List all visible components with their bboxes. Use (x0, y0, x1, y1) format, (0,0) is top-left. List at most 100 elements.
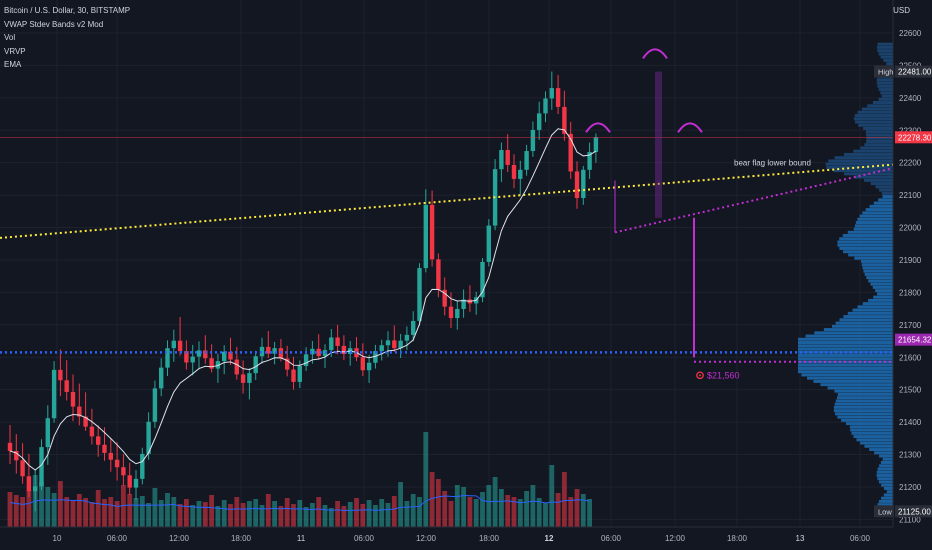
volume-bar (379, 499, 385, 527)
volume-bar (171, 497, 177, 527)
candle-body (64, 380, 69, 392)
profile-bar (798, 347, 893, 351)
volume-bar (410, 494, 416, 527)
candle-body (574, 171, 580, 199)
profile-bar (881, 191, 893, 195)
price-tick-label: 21600 (899, 353, 922, 362)
volume-bar (209, 495, 214, 527)
chart-grid (0, 0, 893, 527)
profile-bar (828, 159, 893, 163)
profile-bar (866, 139, 893, 143)
candle-body (398, 340, 403, 349)
chart-legend: Bitcoin / U.S. Dollar, 30, BITSTAMP VWAP… (4, 4, 130, 72)
profile-bar (834, 389, 893, 393)
profile-bar (866, 133, 893, 137)
volume-bar (240, 503, 246, 527)
legend-ema[interactable]: EMA (4, 60, 22, 69)
candle-body (562, 106, 567, 134)
volume-bar (297, 500, 303, 527)
volume-bar (259, 505, 265, 527)
candle-body (89, 426, 95, 437)
time-tick-label: 06:00 (601, 534, 622, 543)
profile-bar (877, 45, 893, 49)
profile-bar (877, 84, 893, 88)
profile-bar (814, 331, 893, 335)
legend-vol[interactable]: Vol (4, 33, 16, 42)
volume-bar (158, 500, 164, 527)
profile-bar (863, 269, 893, 273)
candle-body (448, 306, 454, 319)
volume-bar (505, 495, 511, 527)
time-tick-label: 12:00 (665, 534, 686, 543)
volume-bar (517, 499, 523, 527)
profile-bar (837, 240, 893, 244)
profile-bar (877, 49, 893, 53)
profile-bar (883, 493, 893, 497)
profile-bar (869, 204, 893, 208)
volume-bar (7, 492, 13, 527)
profile-bar (876, 473, 893, 477)
volume-bar (436, 479, 441, 527)
candle-body (385, 340, 391, 346)
low-tag-bg (874, 505, 894, 518)
candle-body (14, 450, 19, 461)
profile-bar (856, 438, 893, 442)
price-tick-label: 21500 (899, 386, 922, 395)
profile-bar (861, 263, 893, 267)
price-tick-label: 21800 (899, 288, 922, 297)
candle-body (26, 476, 32, 492)
legend-vrvp[interactable]: VRVP (4, 46, 26, 56)
candle-body (140, 453, 145, 479)
candle-body (102, 444, 107, 453)
volume-bar (146, 503, 151, 527)
candle-body (537, 113, 542, 130)
legend-vwap[interactable]: VWAP Stdev Bands v2 Mod (4, 19, 104, 29)
profile-bar (859, 214, 893, 218)
price-tick-label: 22200 (899, 159, 922, 168)
target-icon (696, 371, 704, 380)
profile-bar (866, 136, 893, 140)
profile-bar (854, 114, 893, 117)
candle-body (165, 348, 170, 368)
candle-body (404, 334, 410, 341)
volume-bar (177, 504, 183, 527)
candle-body (297, 366, 302, 382)
candle-body (190, 356, 195, 363)
volume-bar (341, 506, 347, 527)
volume-bar (70, 501, 76, 527)
candle-body (442, 289, 447, 307)
candle-body (335, 337, 340, 346)
profile-bar (881, 483, 893, 487)
volume-bar (221, 500, 227, 527)
price-tick-label: 21900 (899, 256, 922, 265)
profile-bar (878, 480, 893, 484)
profile-bar (854, 175, 893, 179)
bear-flag-label: bear flag lower bound (734, 158, 811, 167)
candle-body (247, 373, 252, 383)
candle-body (215, 361, 221, 369)
candle-body (329, 337, 334, 351)
currency-label: USD (893, 6, 910, 15)
profile-bar (881, 94, 893, 98)
candle-body (209, 358, 214, 369)
profile-bar (878, 88, 893, 92)
profile-bar (837, 396, 893, 400)
low-tag-label: Low (878, 507, 892, 516)
profile-bar (834, 156, 893, 160)
volume-bar (467, 497, 473, 527)
volume-bar (247, 501, 252, 527)
candle-body (184, 351, 189, 363)
price-tick-label: 21200 (899, 483, 922, 492)
time-tick-label: 13 (796, 534, 805, 543)
volume-bar (228, 504, 233, 527)
profile-bar (879, 188, 893, 192)
legend-symbol[interactable]: Bitcoin / U.S. Dollar, 30, BITSTAMP (4, 6, 131, 15)
candle-body (360, 357, 365, 371)
price-tick-label: 21300 (899, 451, 922, 460)
candle-body (171, 340, 176, 349)
volume-bar (64, 497, 70, 527)
profile-bar (860, 146, 893, 150)
volume-bar (102, 499, 107, 527)
profile-bar (805, 334, 893, 338)
